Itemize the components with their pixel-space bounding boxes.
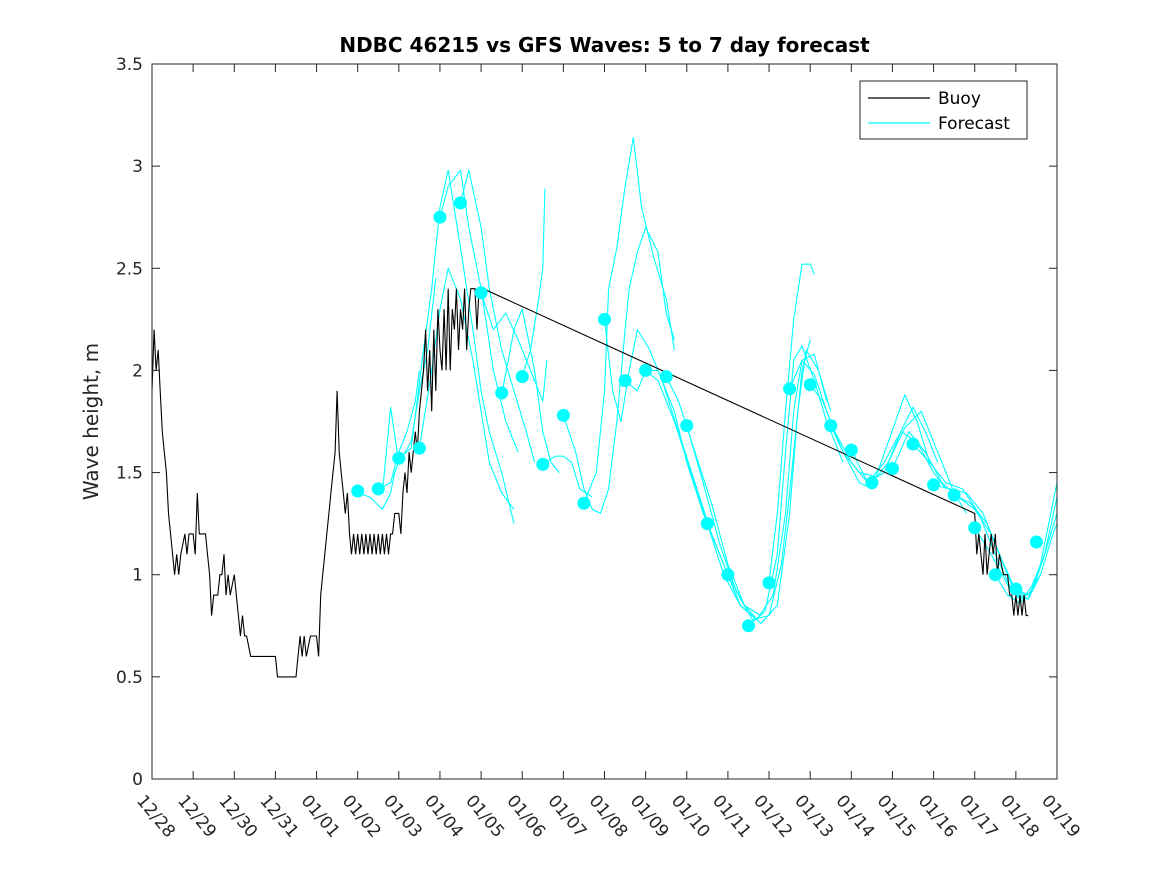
forecast-run-line [706, 353, 828, 621]
forecast-marker [927, 478, 941, 492]
y-tick-label: 2.5 [116, 259, 143, 279]
y-axis-label: Wave height, m [79, 343, 103, 500]
forecast-marker [865, 476, 879, 490]
forecast-marker [968, 521, 982, 535]
forecast-markers [351, 196, 1043, 633]
forecast-marker [803, 378, 817, 392]
forecast-marker [700, 517, 714, 531]
forecast-run-line [809, 384, 939, 484]
forecast-run-line [418, 267, 515, 510]
legend-box [859, 80, 1028, 140]
forecast-run-line [603, 319, 713, 535]
forecast-run-line [1015, 523, 1058, 596]
forecast-marker [721, 568, 735, 582]
chart-title: NDBC 46215 vs GFS Waves: 5 to 7 day fore… [339, 33, 870, 57]
forecast-marker [556, 408, 570, 422]
forecast-run-line [562, 226, 675, 514]
legend-label-buoy: Buoy [938, 89, 981, 109]
forecast-run-line [645, 369, 758, 621]
forecast-marker [762, 576, 776, 590]
forecast-marker [988, 568, 1002, 582]
forecast-marker [536, 457, 550, 471]
forecast-marker [474, 286, 488, 300]
forecast-marker [454, 196, 467, 210]
forecast-run-line [459, 169, 536, 463]
y-tick-label: 0 [132, 770, 143, 790]
y-tick-label: 1 [132, 566, 143, 586]
y-axis-ticks: 0 0.5 1 1.5 2 2.5 3 3.5 [116, 55, 1057, 790]
forecast-marker [824, 419, 838, 433]
forecast-run-line [398, 169, 515, 524]
forecast-marker [844, 443, 858, 457]
forecast-marker [371, 482, 385, 496]
forecast-marker [1029, 535, 1043, 549]
forecast-run-line [501, 308, 560, 473]
legend-label-forecast: Forecast [938, 114, 1010, 134]
forecast-marker [515, 370, 529, 384]
forecast-run-line [521, 188, 546, 377]
forecast-marker [639, 363, 653, 377]
forecast-run-line [480, 292, 548, 402]
forecast-marker [659, 370, 673, 384]
forecast-run-line [542, 455, 593, 498]
forecast-run-line [768, 263, 815, 583]
forecast-run-line [378, 370, 420, 490]
forecast-marker [1009, 582, 1023, 596]
forecast-run-line [381, 278, 437, 494]
forecast-marker [618, 374, 632, 388]
forecast-marker [742, 619, 755, 633]
forecast-marker [495, 386, 509, 400]
forecast-marker [947, 488, 961, 502]
plot-area [152, 64, 1057, 779]
forecast-marker [351, 484, 365, 498]
forecast-marker [412, 441, 426, 455]
forecast-run-line [583, 136, 675, 504]
forecast-marker [433, 210, 447, 224]
y-tick-label: 0.5 [116, 668, 143, 688]
y-tick-label: 2 [132, 361, 143, 381]
forecast-marker [906, 437, 920, 451]
forecast-run-line [439, 169, 519, 453]
legend: Buoy Forecast [859, 80, 1028, 140]
y-tick-label: 3 [132, 157, 143, 177]
forecast-run-line [748, 345, 844, 627]
forecast-marker [886, 462, 899, 475]
forecast-marker [392, 451, 406, 465]
forecast-marker [577, 496, 591, 510]
forecast-marker [680, 419, 694, 433]
forecast-run-line [727, 349, 832, 625]
y-tick-label: 3.5 [116, 55, 143, 75]
y-tick-label: 1.5 [116, 464, 143, 484]
forecast-run-line [357, 462, 400, 510]
forecast-marker [598, 312, 611, 326]
forecast-marker [783, 382, 797, 396]
